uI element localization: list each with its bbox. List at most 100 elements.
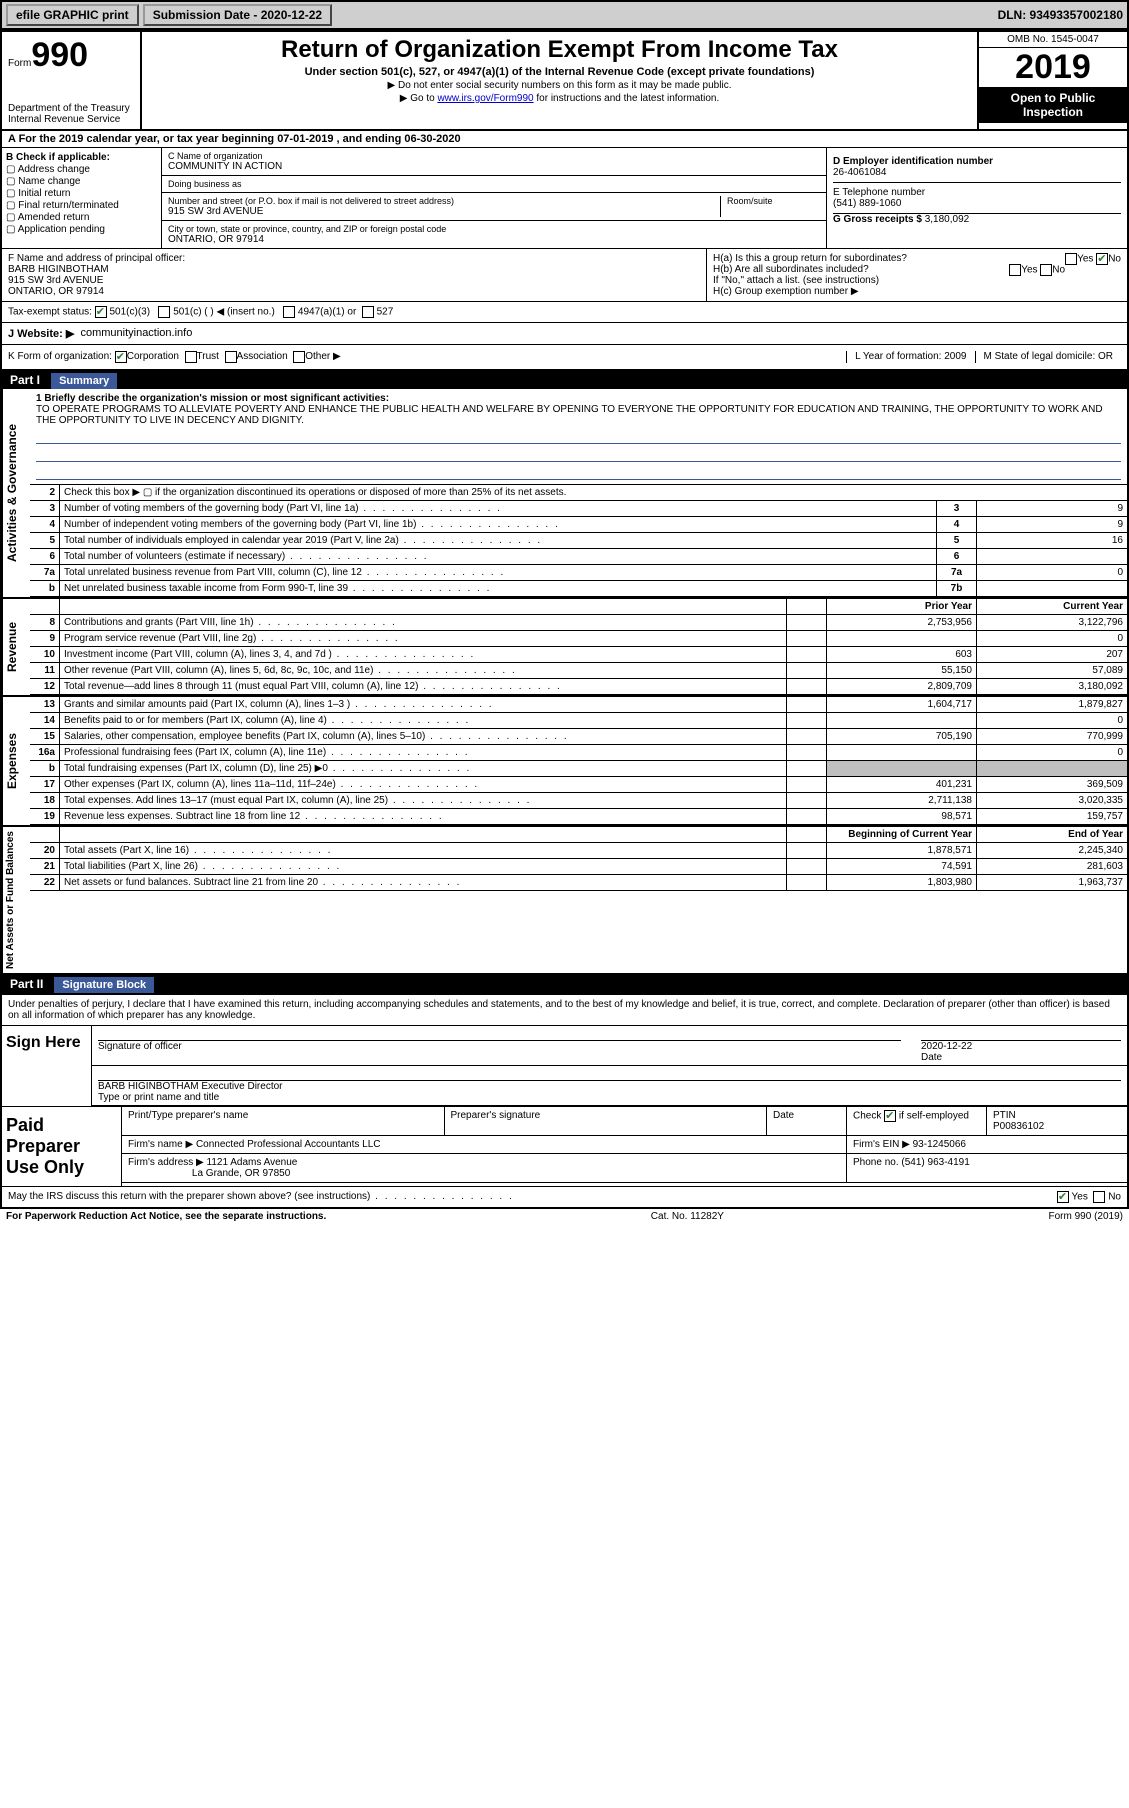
name-lbl: C Name of organization — [168, 151, 820, 161]
sig-date: 2020-12-22 — [921, 1041, 972, 1052]
table-row: 17Other expenses (Part IX, column (A), l… — [30, 777, 1127, 793]
ptin: P00836102 — [993, 1121, 1044, 1132]
dba-lbl: Doing business as — [168, 179, 820, 189]
omb: OMB No. 1545-0047 — [979, 32, 1127, 48]
501c3: 501(c)(3) — [109, 307, 150, 318]
form-990: 990 — [31, 36, 88, 74]
assoc-cb[interactable] — [225, 351, 237, 363]
chk-final[interactable]: Final return/terminated — [6, 200, 157, 211]
box-b-label: B Check if applicable: — [6, 152, 110, 163]
chk-pending[interactable]: Application pending — [6, 224, 157, 235]
part2-title: Signature Block — [54, 977, 154, 993]
chk-address[interactable]: Address change — [6, 164, 157, 175]
form990-link[interactable]: www.irs.gov/Form990 — [437, 93, 533, 104]
note1: ▶ Do not enter social security numbers o… — [146, 80, 973, 91]
section-net: Net Assets or Fund Balances — [2, 827, 30, 973]
4947-cb[interactable] — [283, 306, 295, 318]
other-cb[interactable] — [293, 351, 305, 363]
corp-cb[interactable] — [115, 351, 127, 363]
section-rev: Revenue — [2, 599, 30, 695]
hb-yes-cb[interactable] — [1009, 264, 1021, 276]
chk-amended[interactable]: Amended return — [6, 212, 157, 223]
ein: 26-4061084 — [833, 167, 1121, 178]
ptin-lbl: PTIN — [993, 1110, 1016, 1121]
org-name: COMMUNITY IN ACTION — [168, 161, 820, 172]
hb-no: No — [1052, 265, 1065, 276]
table-row: bTotal fundraising expenses (Part IX, co… — [30, 761, 1127, 777]
form-no-foot: Form 990 (2019) — [1049, 1211, 1123, 1222]
submission-btn[interactable]: Submission Date - 2020-12-22 — [143, 4, 332, 26]
firm-addr1: 1121 Adams Avenue — [207, 1157, 298, 1168]
hb-no-cb[interactable] — [1040, 264, 1052, 276]
phone-lbl: E Telephone number — [833, 187, 925, 198]
note2-pre: ▶ Go to — [400, 93, 438, 104]
table-row: 16aProfessional fundraising fees (Part I… — [30, 745, 1127, 761]
note2-post: for instructions and the latest informat… — [534, 93, 720, 104]
prep-chk2: if self-employed — [899, 1111, 969, 1122]
section-gov: Activities & Governance — [2, 389, 30, 597]
corp: Corporation — [127, 351, 179, 363]
tax-status-lbl: Tax-exempt status: — [8, 307, 92, 318]
dln: DLN: 93493357002180 — [998, 8, 1123, 22]
self-emp-cb[interactable] — [884, 1110, 896, 1122]
col-cy: Current Year — [977, 599, 1127, 614]
ha-yes-cb[interactable] — [1065, 253, 1077, 265]
officer-addr2: ONTARIO, OR 97914 — [8, 286, 700, 297]
hc: H(c) Group exemption number ▶ — [713, 286, 1121, 297]
chk-initial[interactable]: Initial return — [6, 188, 157, 199]
mission-text: TO OPERATE PROGRAMS TO ALLEVIATE POVERTY… — [36, 404, 1121, 426]
col-boy: Beginning of Current Year — [827, 827, 977, 842]
part2: Part II Signature Block — [0, 975, 1129, 995]
col-eoy: End of Year — [977, 827, 1127, 842]
table-row: 22Net assets or fund balances. Subtract … — [30, 875, 1127, 891]
k-org-row: K Form of organization: Corporation Trus… — [0, 345, 1129, 371]
firm-ein: 93-1245066 — [913, 1139, 966, 1150]
form-header: Form990 Department of the Treasury Inter… — [0, 30, 1129, 131]
table-row: 9Program service revenue (Part VIII, lin… — [30, 631, 1127, 647]
city: ONTARIO, OR 97914 — [168, 234, 820, 245]
state: OR — [1098, 351, 1113, 362]
subtitle: Under section 501(c), 527, or 4947(a)(1)… — [146, 66, 973, 78]
title: Return of Organization Exempt From Incom… — [146, 36, 973, 64]
discuss-no-cb[interactable] — [1093, 1191, 1105, 1203]
box-c: C Name of organizationCOMMUNITY IN ACTIO… — [162, 148, 827, 248]
year-lbl: L Year of formation: — [855, 351, 941, 362]
table-row: 20Total assets (Part X, line 16)1,878,57… — [30, 843, 1127, 859]
sign-here: Sign Here — [2, 1026, 92, 1106]
gov-row: 6Total number of volunteers (estimate if… — [30, 549, 1127, 565]
527: 527 — [377, 307, 394, 318]
firm-lbl: Firm's name ▶ — [128, 1139, 193, 1150]
gross: 3,180,092 — [925, 214, 970, 225]
cat-no: Cat. No. 11282Y — [651, 1211, 724, 1222]
paid-preparer: Paid Preparer Use Only — [2, 1107, 122, 1186]
chk-name[interactable]: Name change — [6, 176, 157, 187]
dept1: Department of the Treasury — [8, 103, 134, 114]
efile-btn[interactable]: efile GRAPHIC print — [6, 4, 139, 26]
4947: 4947(a)(1) or — [298, 307, 356, 318]
table-row: 19Revenue less expenses. Subtract line 1… — [30, 809, 1127, 825]
part2-label: Part II — [2, 975, 51, 993]
tax-status-row: Tax-exempt status: 501(c)(3) 501(c) ( ) … — [0, 302, 1129, 323]
officer-name: BARB HIGINBOTHAM — [8, 264, 700, 275]
trust: Trust — [197, 351, 219, 363]
gross-lbl: G Gross receipts $ — [833, 214, 922, 225]
ha-no: No — [1108, 254, 1121, 265]
ha-no-cb[interactable] — [1096, 253, 1108, 265]
table-row: 13Grants and similar amounts paid (Part … — [30, 697, 1127, 713]
table-row: 15Salaries, other compensation, employee… — [30, 729, 1127, 745]
discuss-yes-cb[interactable] — [1057, 1191, 1069, 1203]
table-row: 12Total revenue—add lines 8 through 11 (… — [30, 679, 1127, 695]
table-row: 8Contributions and grants (Part VIII, li… — [30, 615, 1127, 631]
prep-chk: Check — [853, 1111, 881, 1122]
501c3-cb[interactable] — [95, 306, 107, 318]
city-lbl: City or town, state or province, country… — [168, 224, 820, 234]
section-exp: Expenses — [2, 697, 30, 825]
527-cb[interactable] — [362, 306, 374, 318]
ein-lbl: D Employer identification number — [833, 156, 993, 167]
prep-h1: Print/Type preparer's name — [122, 1107, 445, 1135]
trust-cb[interactable] — [185, 351, 197, 363]
firm: Connected Professional Accountants LLC — [196, 1139, 381, 1150]
pra: For Paperwork Reduction Act Notice, see … — [6, 1211, 326, 1222]
mission-q: 1 Briefly describe the organization's mi… — [36, 393, 389, 404]
501c-cb[interactable] — [158, 306, 170, 318]
